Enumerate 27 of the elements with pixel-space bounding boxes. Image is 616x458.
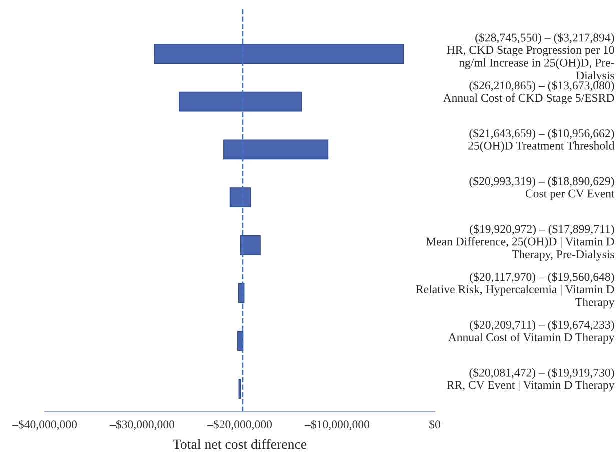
y-tick-label: RR, CV Event | Vitamin D Therapy <box>447 380 615 392</box>
y-tick-label: 25(OH)D Treatment Threshold <box>468 142 615 152</box>
y-tick-label: Relative Risk, Hypercalcemia | Vitamin D Therapy <box>416 285 615 309</box>
y-tick-label: Cost per CV Event <box>526 190 615 200</box>
bar <box>179 92 302 112</box>
x-tick-label: –$40,000,000 <box>12 420 78 430</box>
bar <box>230 188 252 208</box>
y-tick-label: Annual Cost of CKD Stage 5/ESRD <box>443 94 614 105</box>
data-label: ($26,210,865) – ($13,673,080) <box>470 80 614 92</box>
data-label: ($21,643,659) – ($10,956,662) <box>470 128 614 140</box>
bar <box>240 235 261 256</box>
y-tick-label: HR, CKD Stage Progression per 10 ng/ml Increase in 25(OH)D, Pre- Dialysis <box>447 46 614 82</box>
data-label: ($28,745,550) – ($3,217,894) <box>476 33 614 44</box>
bar <box>224 140 329 160</box>
data-label: ($20,209,711) – ($19,674,233) <box>470 320 614 332</box>
data-label: ($20,081,472) – ($19,919,730) <box>470 368 614 380</box>
x-tick-label: –$10,000,000 <box>304 420 370 430</box>
x-axis-title: Total net cost difference <box>173 439 307 450</box>
x-tick-label: $0 <box>430 420 440 430</box>
bar <box>154 44 404 64</box>
y-tick-label: Annual Cost of Vitamin D Therapy <box>448 333 615 344</box>
x-tick-label: –$30,000,000 <box>110 420 175 430</box>
data-label: ($20,117,970) – ($19,560,648) <box>470 272 614 284</box>
data-label: ($19,920,972) – ($17,899,711) <box>470 224 614 236</box>
x-tick-label: –$20,000,000 <box>207 420 272 430</box>
data-label: ($20,993,319) – ($18,890,629) <box>470 176 614 188</box>
y-tick-label: Mean Difference, 25(OH)D | Vitamin D Therapy, Pre-Dialysis <box>426 237 614 261</box>
